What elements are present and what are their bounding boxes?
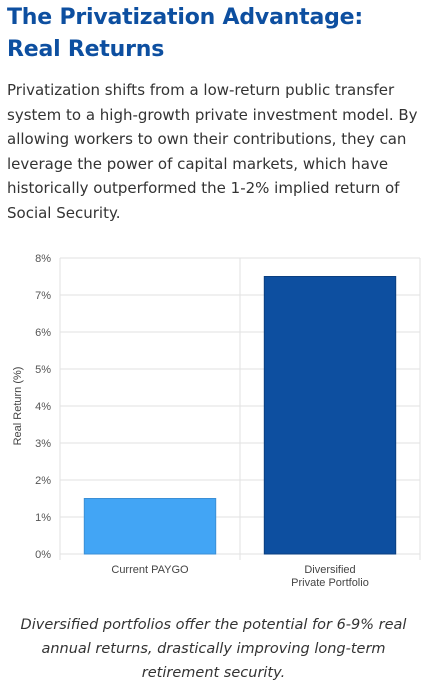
y-tick-label: 4% — [35, 401, 51, 413]
y-tick-label: 8% — [35, 253, 51, 265]
y-tick-label: 2% — [35, 475, 51, 487]
bar-diversified-private-portfolio — [263, 276, 397, 555]
chart-caption: Diversified portfolios offer the potenti… — [20, 617, 407, 681]
intro-paragraph: Privatization shifts from a low-return p… — [7, 81, 418, 222]
x-tick-label: Diversified Private Portfolio — [291, 564, 369, 589]
y-tick-label: 6% — [35, 327, 51, 339]
y-tick-label: 7% — [35, 290, 51, 302]
bar-current-paygo — [83, 498, 217, 555]
chart-labels: 0% 1% 2% 3% 4% 5% 6% 7% 8% Current PAYGO Diversifi… — [12, 253, 369, 589]
chart-bars — [83, 276, 397, 555]
y-axis-label: Real Return (%) — [12, 367, 24, 446]
y-tick-label: 1% — [35, 512, 51, 524]
returns-bar-chart: 0% 1% 2% 3% 4% 5% 6% 7% 8% Current PAYGO Diversifi… — [12, 253, 421, 589]
x-tick-label: Current PAYGO — [111, 564, 189, 576]
y-tick-label: 3% — [35, 438, 51, 450]
y-tick-label: 0% — [35, 549, 51, 561]
y-tick-label: 5% — [35, 364, 51, 376]
page-title: The Privatization Advantage: Real Return… — [7, 5, 364, 62]
